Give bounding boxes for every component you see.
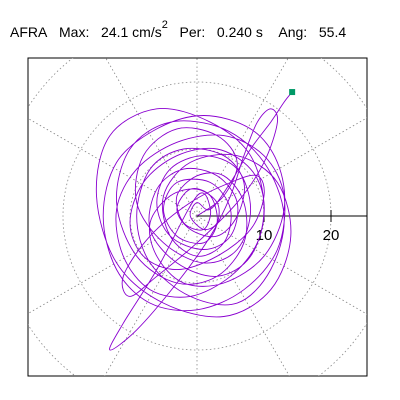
station-code: AFRA: [10, 23, 48, 40]
x-tick-label-20: 20: [323, 227, 340, 244]
chart-header: AFRA Max: 24.1 cm/s2 Per: 0.240 s Ang: 5…: [10, 16, 346, 40]
angle-value: 55.4: [318, 23, 347, 40]
grid-spoke-30: [196, 117, 367, 217]
grid-spoke-240: [104, 215, 198, 376]
x-tick-label-10: 10: [256, 227, 273, 244]
marker-layer: [289, 89, 296, 96]
grid-spoke-150: [28, 117, 198, 217]
grid-spoke-300: [196, 215, 290, 376]
max-value: 24.1 cm/s: [101, 23, 162, 40]
grid-spoke-210: [28, 215, 198, 315]
max-exponent: 2: [161, 19, 168, 31]
period-value: 0.240 s: [216, 23, 263, 40]
grid-spoke-60: [196, 58, 289, 217]
period-label: Per:: [179, 23, 206, 40]
plot-frame: [27, 57, 368, 377]
max-label: Max:: [59, 23, 90, 40]
grid-spoke-120: [105, 58, 198, 217]
end-marker: [289, 89, 296, 96]
polar-grid: [28, 58, 367, 376]
motion-trace-path: [95, 91, 293, 351]
motion-trace: [95, 91, 293, 351]
angle-label: Ang:: [278, 23, 308, 40]
grid-ring-3: [28, 58, 367, 376]
